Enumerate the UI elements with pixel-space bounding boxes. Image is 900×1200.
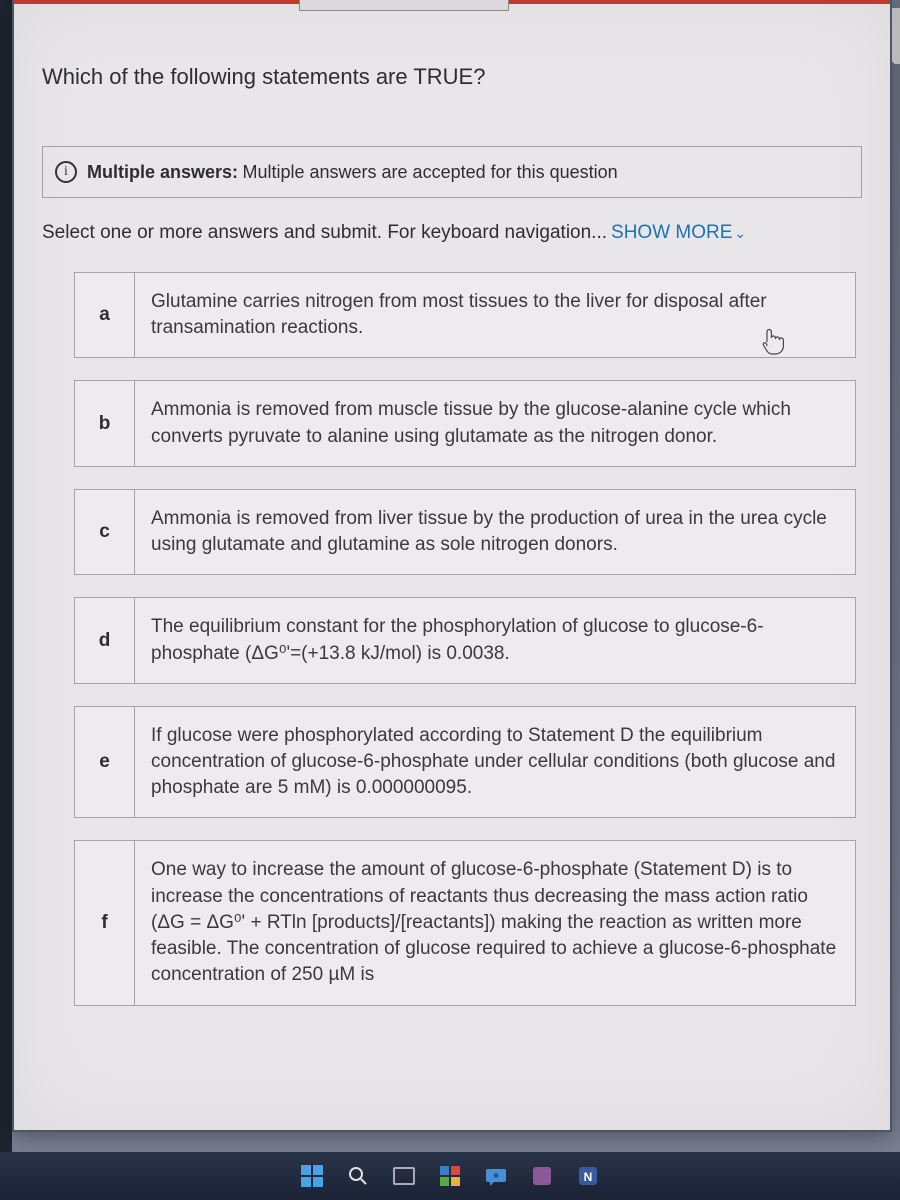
option-text: The equilibrium constant for the phospho… xyxy=(135,598,855,682)
info-icon: i xyxy=(55,161,77,183)
answer-option-b[interactable]: b Ammonia is removed from muscle tissue … xyxy=(74,380,856,466)
taskbar-chat[interactable] xyxy=(478,1158,514,1194)
instruction-text: Select one or more answers and submit. F… xyxy=(42,222,607,244)
app-icon: N xyxy=(577,1165,599,1187)
chat-icon xyxy=(485,1165,507,1187)
answer-option-e[interactable]: e If glucose were phosphorylated accordi… xyxy=(74,706,856,819)
windows-icon xyxy=(301,1165,323,1187)
taskview-icon xyxy=(393,1167,415,1185)
answer-option-f[interactable]: f One way to increase the amount of gluc… xyxy=(74,840,856,1005)
option-letter: e xyxy=(75,707,135,818)
desktop-left-edge xyxy=(0,0,12,1152)
search-icon xyxy=(348,1166,368,1186)
app-icon xyxy=(439,1165,461,1187)
option-text: Ammonia is removed from liver tissue by … xyxy=(135,490,855,574)
option-text: Ammonia is removed from muscle tissue by… xyxy=(135,381,855,465)
svg-text:N: N xyxy=(584,1170,593,1184)
taskbar-app-2[interactable] xyxy=(524,1158,560,1194)
option-letter: f xyxy=(75,841,135,1004)
partial-save-button[interactable] xyxy=(299,0,509,11)
app-icon xyxy=(531,1165,553,1187)
option-text: Glutamine carries nitrogen from most tis… xyxy=(135,273,855,357)
option-text: If glucose were phosphorylated according… xyxy=(135,707,855,818)
start-button[interactable] xyxy=(294,1158,330,1194)
banner-rest-label: Multiple answers are accepted for this q… xyxy=(242,162,617,182)
option-letter: a xyxy=(75,273,135,357)
scrollbar-edge[interactable] xyxy=(892,8,900,64)
question-prompt: Which of the following statements are TR… xyxy=(42,64,862,90)
option-letter: d xyxy=(75,598,135,682)
answer-option-d[interactable]: d The equilibrium constant for the phosp… xyxy=(74,597,856,683)
answer-options-group: a Glutamine carries nitrogen from most t… xyxy=(74,272,856,1006)
instruction-row: Select one or more answers and submit. F… xyxy=(42,222,862,244)
taskbar-app-3[interactable]: N xyxy=(570,1158,606,1194)
option-letter: b xyxy=(75,381,135,465)
option-text: One way to increase the amount of glucos… xyxy=(135,841,855,1004)
taskbar: N xyxy=(0,1152,900,1200)
show-more-link[interactable]: SHOW MORE ⌄ xyxy=(611,222,746,244)
taskbar-app-1[interactable] xyxy=(432,1158,468,1194)
banner-bold-label: Multiple answers: xyxy=(87,162,238,182)
answer-option-a[interactable]: a Glutamine carries nitrogen from most t… xyxy=(74,272,856,358)
task-view-button[interactable] xyxy=(386,1158,422,1194)
chevron-down-icon: ⌄ xyxy=(734,225,746,242)
answer-option-c[interactable]: c Ammonia is removed from liver tissue b… xyxy=(74,489,856,575)
quiz-window: Which of the following statements are TR… xyxy=(12,0,892,1132)
search-button[interactable] xyxy=(340,1158,376,1194)
option-letter: c xyxy=(75,490,135,574)
show-more-label: SHOW MORE xyxy=(611,222,732,244)
info-banner: i Multiple answers: Multiple answers are… xyxy=(42,146,862,198)
